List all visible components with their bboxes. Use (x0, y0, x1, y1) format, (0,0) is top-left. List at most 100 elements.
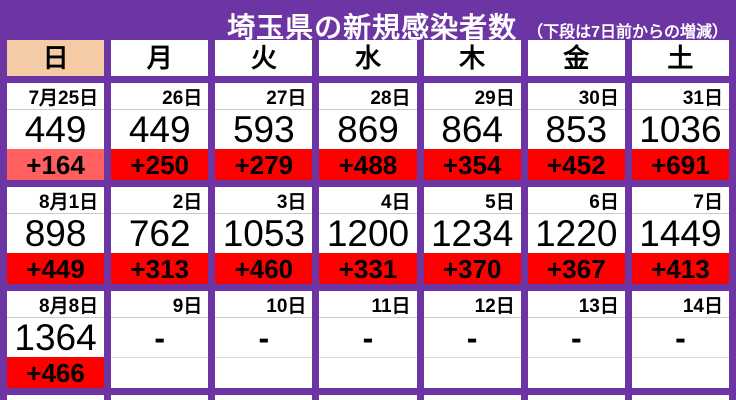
day-cell-week2-col6: 7日 1449 +413 (631, 187, 729, 284)
partial-row-cell (631, 395, 729, 400)
change-badge: +488 (319, 149, 417, 180)
weekday-header-5: 金 (527, 40, 625, 76)
weekday-header-4: 木 (423, 40, 521, 76)
weekday-header-3: 水 (319, 40, 417, 76)
date-label: 9日 (111, 291, 209, 318)
change-badge: +279 (215, 149, 313, 180)
change-badge: +250 (111, 149, 209, 180)
change-badge: +331 (319, 253, 417, 284)
value-label: - (362, 319, 374, 356)
day-cell-week2-col1: 2日 762 +313 (111, 187, 209, 284)
weekday-header-2: 火 (215, 40, 313, 76)
date-label: 11日 (319, 291, 417, 318)
weekday-header-0: 日 (7, 40, 105, 76)
date-label: 27日 (215, 83, 313, 110)
day-cell-week3-col2: 10日 - (215, 291, 313, 388)
date-label: 4日 (319, 187, 417, 214)
day-cell-week3-col6: 14日 - (631, 291, 729, 388)
day-cell-week2-col5: 6日 1220 +367 (527, 187, 625, 284)
day-cell-week1-col4: 29日 864 +354 (423, 83, 521, 180)
day-cell-week3-col5: 13日 - (527, 291, 625, 388)
change-badge: +449 (7, 253, 105, 284)
day-cell-week3-col3: 11日 - (319, 291, 417, 388)
calendar-grid: 日月火水木金土 7月25日 449 +164 26日 449 +250 27日 593 +279 2… (0, 40, 736, 400)
date-label: 7月25日 (7, 83, 105, 110)
change-badge (631, 357, 729, 388)
day-cell-week1-col2: 27日 593 +279 (215, 83, 313, 180)
day-cell-week1-col0: 7月25日 449 +164 (7, 83, 105, 180)
date-label: 26日 (111, 83, 209, 110)
day-cell-week2-col3: 4日 1200 +331 (319, 187, 417, 284)
date-label: 2日 (111, 187, 209, 214)
value-label: 1200 (326, 213, 410, 254)
change-badge: +452 (527, 149, 625, 180)
value-label: 762 (128, 213, 191, 254)
change-badge: +367 (527, 253, 625, 284)
partial-row-cell (215, 395, 313, 400)
value-label: - (466, 319, 478, 356)
partial-row-cell (319, 395, 417, 400)
day-cell-week2-col2: 3日 1053 +460 (215, 187, 313, 284)
value-label: 1220 (535, 213, 618, 254)
change-badge: +164 (7, 149, 105, 180)
partial-row-cell (7, 395, 105, 400)
day-cell-week2-col4: 5日 1234 +370 (423, 187, 521, 284)
day-cell-week1-col5: 30日 853 +452 (527, 83, 625, 180)
date-label: 8月8日 (7, 291, 105, 318)
value-label: - (570, 319, 582, 356)
date-label: 31日 (631, 83, 729, 110)
date-label: 8月1日 (7, 187, 105, 214)
value-label: 1364 (14, 317, 97, 358)
date-label: 14日 (631, 291, 729, 318)
day-cell-week2-col0: 8月1日 898 +449 (7, 187, 105, 284)
value-label: 869 (337, 109, 399, 150)
weekday-header-1: 月 (111, 40, 209, 76)
day-cell-week3-col1: 9日 - (111, 291, 209, 388)
change-badge: +413 (631, 253, 729, 284)
value-label: 1053 (222, 213, 305, 254)
change-badge: +370 (423, 253, 521, 284)
value-label: 1234 (430, 213, 514, 254)
date-label: 10日 (215, 291, 313, 318)
change-badge (527, 357, 625, 388)
value-label: 853 (545, 109, 608, 150)
date-label: 28日 (319, 83, 417, 110)
page-subtitle: （下段は7日前からの増減） (527, 24, 728, 41)
partial-row-cell (423, 395, 521, 400)
date-label: 30日 (527, 83, 625, 110)
day-cell-week3-col4: 12日 - (423, 291, 521, 388)
day-cell-week1-col6: 31日 1036 +691 (631, 83, 729, 180)
date-label: 12日 (423, 291, 521, 318)
date-label: 13日 (527, 291, 625, 318)
day-cell-week1-col3: 28日 869 +488 (319, 83, 417, 180)
change-badge: +313 (111, 253, 209, 284)
date-label: 6日 (527, 187, 625, 214)
value-label: 593 (232, 109, 295, 150)
value-label: - (675, 319, 686, 356)
value-label: 449 (128, 109, 191, 150)
change-badge: +354 (423, 149, 521, 180)
change-badge (111, 357, 209, 388)
partial-row-cell (527, 395, 625, 400)
title-bar: 埼玉県の新規感染者数 （下段は7日前からの増減） (0, 0, 736, 43)
change-badge (423, 357, 521, 388)
date-label: 3日 (215, 187, 313, 214)
day-cell-week3-col0: 8月8日 1364 +466 (7, 291, 105, 388)
value-label: - (154, 319, 166, 356)
partial-row-cell (111, 395, 209, 400)
change-badge: +466 (7, 357, 105, 388)
day-cell-week1-col1: 26日 449 +250 (111, 83, 209, 180)
value-label: 1036 (639, 109, 722, 150)
value-label: 1449 (639, 213, 722, 254)
date-label: 29日 (423, 83, 521, 110)
value-label: 898 (24, 213, 87, 254)
value-label: 864 (441, 109, 503, 150)
change-badge (215, 357, 313, 388)
page-title: 埼玉県の新規感染者数 (227, 12, 518, 43)
change-badge: +460 (215, 253, 313, 284)
change-badge (319, 357, 417, 388)
date-label: 7日 (631, 187, 729, 214)
weekday-header-6: 土 (631, 40, 729, 76)
date-label: 5日 (423, 187, 521, 214)
